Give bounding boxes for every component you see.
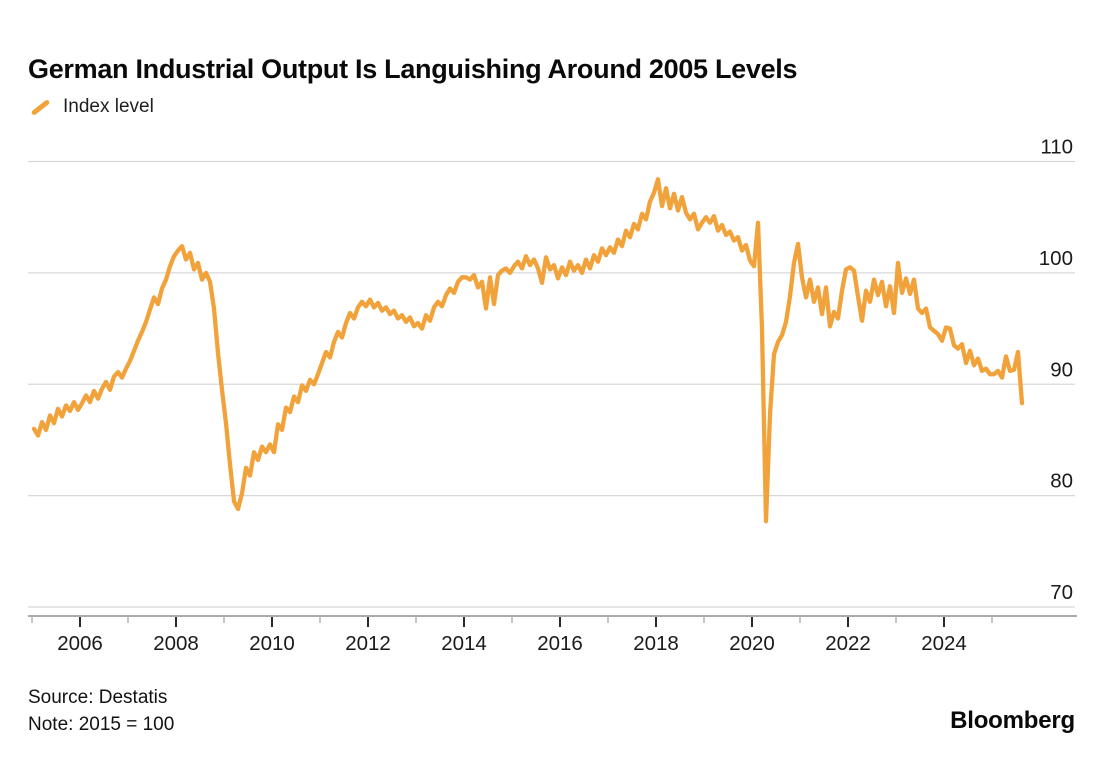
y-axis-label: 70 (1050, 581, 1073, 604)
note-text: Note: 2015 = 100 (28, 714, 175, 735)
page-title: German Industrial Output Is Languishing … (28, 54, 798, 85)
x-axis-label: 2014 (441, 632, 487, 655)
y-axis-label: 110 (1040, 136, 1073, 159)
x-axis-label: 2006 (57, 632, 103, 655)
y-axis-label: 100 (1039, 247, 1073, 270)
x-axis-label: 2012 (345, 632, 391, 655)
x-axis-label: 2022 (825, 632, 871, 655)
x-axis-label: 2008 (153, 632, 199, 655)
series-line-index-level (31, 177, 1025, 524)
x-axis-label: 2024 (921, 632, 967, 655)
bloomberg-logo: Bloomberg (950, 707, 1075, 734)
y-axis-label: 80 (1050, 470, 1073, 493)
legend: Index level (30, 96, 154, 118)
x-axis-label: 2010 (249, 632, 295, 655)
x-axis-label: 2016 (537, 632, 583, 655)
source-text: Source: Destatis (28, 687, 168, 708)
x-axis-label: 2020 (729, 632, 775, 655)
y-axis-label: 90 (1050, 358, 1073, 381)
x-axis-label: 2018 (633, 632, 679, 655)
legend-label: Index level (63, 96, 154, 117)
